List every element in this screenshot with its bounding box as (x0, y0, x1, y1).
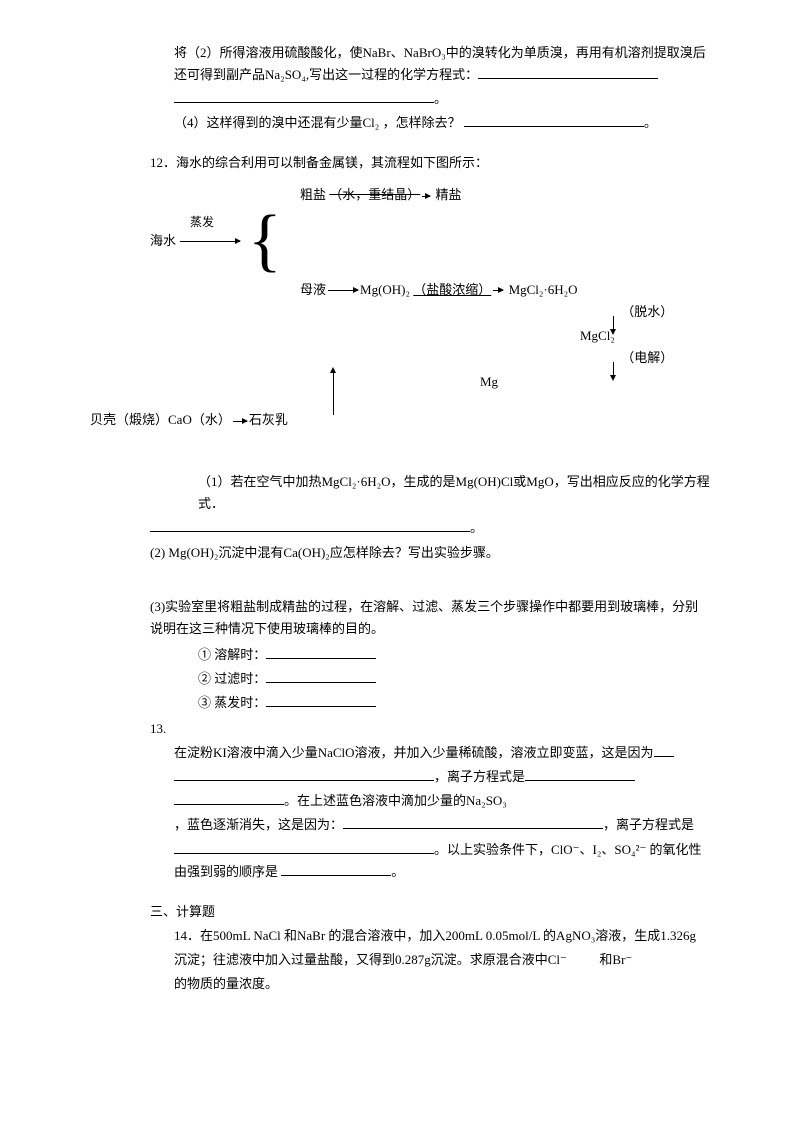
q11-q4: （4）这样得到的溴中还混有少量Cl₂ ，怎样除去？ 。 (174, 112, 710, 134)
diagram-row4: Mg (480, 371, 710, 393)
diagram-row3: MgCl₂ （电解） (580, 325, 710, 369)
blank (266, 658, 376, 659)
q11-p1-line2: 。 (174, 88, 710, 110)
mother-liquor: 母液 (300, 282, 326, 297)
q11-block: 将（2）所得溶液用硫酸酸化，使NaBr、NaBrO₃中的溴转化为单质溴，再用有机… (174, 42, 710, 134)
diagram-mid-row: 海水 蒸发 { (150, 211, 710, 271)
q13-line3: 。在上述蓝色溶液中滴加少量的Na₂SO₃ (174, 790, 710, 812)
q12-step1: ① 溶解时： (198, 644, 710, 666)
refined-salt: 精盐 (436, 187, 462, 202)
q13-p1b: ，离子方程式是 (434, 769, 525, 784)
q13-p2c: 。以上实验条件下，ClO⁻、I₂、SO₄²⁻ 的氧化性由强到弱的顺序是 (174, 842, 702, 879)
diagram-top-row: 粗盐 （水，重结晶） 精盐 (300, 184, 710, 206)
blank (174, 102, 434, 103)
q12-sub2: (2) Mg(OH)₂沉淀中混有Ca(OH)₂应怎样除去？写出实验步骤。 (150, 542, 710, 564)
blank (478, 78, 658, 79)
q12-sub3-intro: (3)实验室里将粗盐制成精盐的过程，在溶解、过滤、蒸发三个步骤操作中都要用到玻璃… (150, 596, 710, 640)
water-recryst: （水，重结晶） (329, 187, 420, 202)
step2-label: ② 过滤时： (198, 671, 266, 686)
q13-line2: ，离子方程式是 (174, 766, 710, 788)
electrolysis: （电解） (621, 350, 673, 365)
evaporate-label: 蒸发 (190, 212, 214, 232)
q14-line2: 沉淀；往滤液中加入过量盐酸，又得到0.287g沉淀。求原混合液中Cl⁻ 和Br⁻ (174, 949, 710, 971)
q14-line3: 的物质的量浓度。 (174, 973, 710, 995)
q12-sub1-blank: 。 (150, 517, 710, 539)
arrow-right-icon (422, 196, 430, 197)
blank (525, 780, 635, 781)
seawater-label: 海水 (150, 230, 176, 252)
period: 。 (470, 520, 483, 535)
q13-p1c: 。在上述蓝色溶液中滴加少量的Na₂SO₃ (284, 793, 507, 808)
q13-line5: 。以上实验条件下，ClO⁻、I₂、SO₄²⁻ 的氧化性由强到弱的顺序是 。 (174, 839, 710, 883)
blank (174, 780, 434, 781)
arrow-up-icon (330, 367, 338, 415)
arrow-right-icon (233, 421, 247, 422)
q11-q4-text: （4）这样得到的溴中还混有少量Cl₂ ，怎样除去？ (174, 115, 461, 130)
mgoh2: Mg(OH)₂ (360, 282, 410, 297)
period: 。 (391, 864, 404, 879)
q14-p2a: 沉淀；往滤液中加入过量盐酸，又得到0.287g沉淀。求原混合液中Cl⁻ (174, 952, 567, 967)
blank (174, 804, 284, 805)
period: 。 (434, 91, 447, 106)
blank (281, 875, 391, 876)
period: 。 (644, 115, 657, 130)
page-root: 将（2）所得溶液用硫酸酸化，使NaBr、NaBrO₃中的溴转化为单质溴，再用有机… (0, 0, 800, 1037)
blank (266, 682, 376, 683)
flow-diagram: 粗盐 （水，重结晶） 精盐 海水 蒸发 { 母液 Mg(OH)₂ （盐酸浓缩） M… (150, 184, 710, 431)
blank (150, 531, 470, 532)
q13-num: 13. (150, 718, 710, 740)
q12-step2: ② 过滤时： (198, 668, 710, 690)
q11-p1: 将（2）所得溶液用硫酸酸化，使NaBr、NaBrO₃中的溴转化为单质溴，再用有机… (174, 42, 710, 86)
q13-p1a: 在淀粉KI溶液中滴入少量NaClO溶液，并加入少量稀硫酸，溶液立即变蓝，这是因为 (174, 745, 654, 760)
crude-salt: 粗盐 (300, 187, 326, 202)
mgcl2-6h2o: MgCl₂·6H₂O (509, 282, 578, 297)
q13-line1: 在淀粉KI溶液中滴入少量NaClO溶液，并加入少量稀硫酸，溶液立即变蓝，这是因为 (174, 742, 710, 764)
q13-line4: ，蓝色逐渐消失，这是因为： ，离子方程式是 (174, 814, 710, 836)
dehydrate: （脱水） (621, 304, 673, 319)
arrow-right-icon (493, 290, 503, 291)
hcl-conc: （盐酸浓缩） (413, 282, 491, 297)
q14-p1: 在500mL NaCl 和NaBr 的混合溶液中，加入200mL 0.05mol… (200, 928, 696, 943)
arrow-right-icon (180, 241, 240, 242)
q12-sub1-text: （1）若在空气中加热MgCl₂·6H₂O，生成的是Mg(OH)Cl或MgO，写出… (198, 471, 710, 515)
arrow-right-icon (328, 290, 358, 291)
step3-label: ③ 蒸发时： (198, 695, 266, 710)
q13-p2b: ，离子方程式是 (603, 817, 694, 832)
blank (266, 706, 376, 707)
blank (654, 756, 674, 757)
q12-title: 12．海水的综合利用可以制备金属镁，其流程如下图所示： (150, 152, 710, 174)
q11-p1-text: 将（2）所得溶液用硫酸酸化，使NaBr、NaBrO₃中的溴转化为单质溴，再用有机… (174, 45, 706, 82)
q13-p2a: ，蓝色逐渐消失，这是因为： (174, 817, 343, 832)
blank (343, 828, 603, 829)
q14-p2b: 和Br⁻ (599, 952, 632, 967)
q14-line1: 14．在500mL NaCl 和NaBr 的混合溶液中，加入200mL 0.05… (174, 925, 710, 947)
brace-icon: { (248, 211, 282, 271)
q12-steps: ① 溶解时： ② 过滤时： ③ 蒸发时： (198, 644, 710, 714)
section3-title: 三、计算题 (150, 901, 710, 923)
q13-body: 在淀粉KI溶液中滴入少量NaClO溶液，并加入少量稀硫酸，溶液立即变蓝，这是因为… (174, 742, 710, 883)
mg: Mg (480, 374, 498, 389)
q14-num: 14． (174, 928, 200, 943)
q12-step3: ③ 蒸发时： (198, 692, 710, 714)
diagram-row2: 母液 Mg(OH)₂ （盐酸浓缩） MgCl₂·6H₂O （脱水） (300, 279, 710, 323)
q12-sub1: （1）若在空气中加热MgCl₂·6H₂O，生成的是Mg(OH)Cl或MgO，写出… (198, 471, 710, 515)
blank (464, 126, 644, 127)
step1-label: ① 溶解时： (198, 647, 266, 662)
q14-body: 14．在500mL NaCl 和NaBr 的混合溶液中，加入200mL 0.05… (174, 925, 710, 995)
blank (174, 853, 434, 854)
